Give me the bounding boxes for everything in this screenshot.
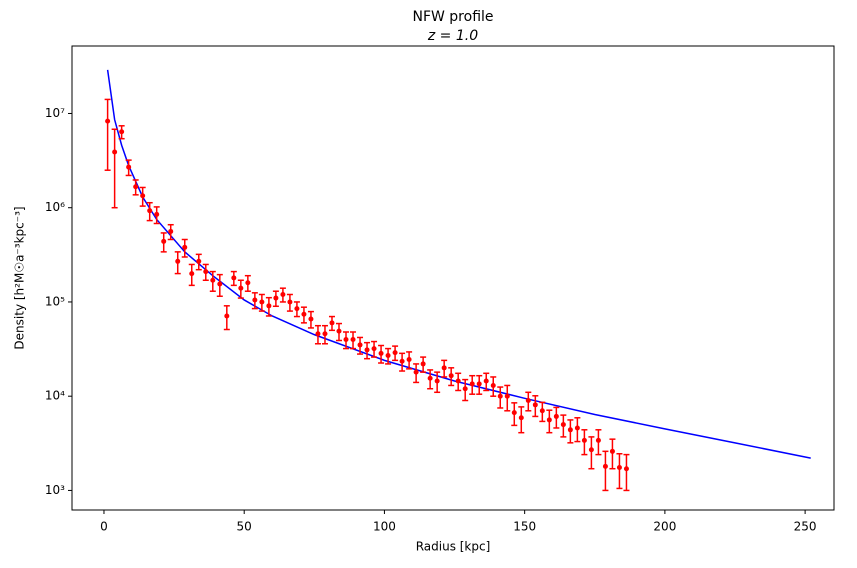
data-point [525, 398, 531, 404]
data-point [427, 375, 433, 381]
data-point [532, 402, 538, 408]
x-tick-label: 250 [794, 520, 817, 534]
data-point [462, 386, 468, 392]
data-point [553, 413, 559, 419]
x-axis-label: Radius [kpc] [416, 540, 491, 554]
data-point [399, 358, 405, 364]
chart-subtitle: z = 1.0 [427, 28, 478, 44]
data-point [455, 378, 461, 384]
data-point [371, 346, 377, 352]
data-point [490, 382, 496, 388]
data-point [602, 463, 608, 469]
data-point [315, 331, 321, 337]
data-point [259, 299, 265, 305]
x-tick-label: 0 [100, 520, 108, 534]
data-point [385, 353, 391, 359]
data-point [392, 350, 398, 356]
data-point [329, 320, 335, 326]
data-point [623, 466, 629, 472]
plot-frame [71, 45, 835, 511]
data-point [119, 129, 125, 135]
data-point [231, 275, 237, 281]
data-point [105, 118, 111, 124]
data-point [301, 311, 307, 317]
data-point [126, 164, 132, 170]
data-point [581, 437, 587, 443]
data-point [560, 422, 566, 428]
data-point [182, 244, 188, 250]
data-point [175, 258, 181, 264]
data-point [518, 415, 524, 421]
data-point [140, 193, 146, 199]
data-point [609, 448, 615, 454]
data-point [189, 271, 195, 277]
x-tick-label: 100 [373, 520, 396, 534]
data-point [574, 425, 580, 431]
data-point [441, 365, 447, 371]
data-point [161, 238, 167, 244]
data-point [511, 410, 517, 416]
data-point [112, 149, 118, 155]
y-axis-label: Density [h²M☉a⁻³kpc⁻³] [13, 206, 27, 349]
data-point [203, 269, 209, 275]
data-point [546, 417, 552, 423]
data-point [133, 184, 139, 190]
data-point [567, 427, 573, 433]
data-point [357, 342, 363, 348]
data-point [168, 228, 174, 234]
data-point [147, 208, 153, 214]
data-point [273, 295, 279, 301]
x-tick-label: 200 [653, 520, 676, 534]
y-tick-label: 10⁴ [45, 389, 65, 403]
y-tick-label: 10⁶ [45, 200, 65, 214]
y-tick-label: 10³ [45, 483, 65, 497]
data-point [238, 285, 244, 291]
y-tick-label: 10⁷ [45, 106, 65, 120]
data-point [154, 211, 160, 217]
data-point [266, 303, 272, 309]
data-point [217, 281, 223, 287]
data-point [588, 447, 594, 453]
model-line [106, 69, 811, 459]
y-tick-label: 10⁵ [45, 294, 65, 308]
data-point [504, 393, 510, 399]
x-tick-label: 50 [237, 520, 252, 534]
data-point [343, 336, 349, 342]
data-point [210, 277, 216, 283]
data-point [483, 378, 489, 384]
data-point [364, 347, 370, 353]
data-point [280, 291, 286, 297]
data-point [196, 258, 202, 264]
data-point [287, 299, 293, 305]
data-point [406, 357, 412, 363]
data-point [539, 408, 545, 414]
data-point [350, 336, 356, 342]
data-point [252, 297, 258, 303]
data-point [595, 437, 601, 443]
data-point [336, 328, 342, 334]
data-point [616, 465, 622, 471]
data-point [497, 393, 503, 399]
data-point [420, 361, 426, 367]
data-point [469, 381, 475, 387]
chart-title: NFW profile [412, 9, 493, 25]
data-point [378, 350, 384, 356]
data-point [308, 316, 314, 322]
data-point [448, 373, 454, 379]
data-point [476, 381, 482, 387]
data-point [413, 369, 419, 375]
data-point [322, 331, 328, 337]
x-tick-label: 150 [513, 520, 536, 534]
data-point [294, 306, 300, 312]
data-point [224, 313, 230, 319]
data-point [434, 378, 440, 384]
data-point [245, 280, 251, 286]
